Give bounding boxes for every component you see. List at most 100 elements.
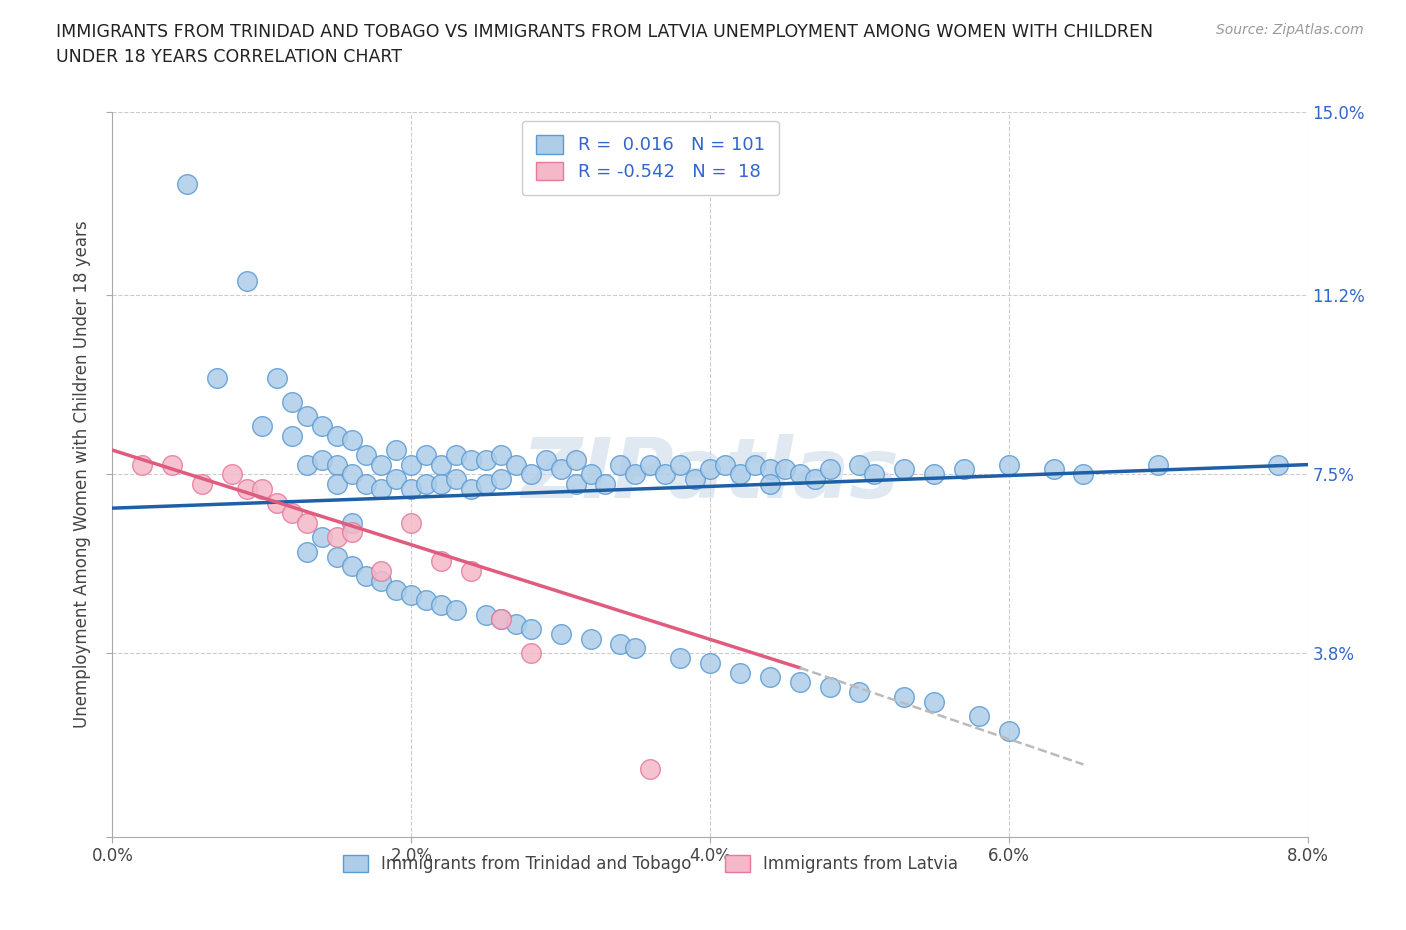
- Point: [609, 636, 631, 651]
- Point: [295, 458, 318, 472]
- Text: IMMIGRANTS FROM TRINIDAD AND TOBAGO VS IMMIGRANTS FROM LATVIA UNEMPLOYMENT AMONG: IMMIGRANTS FROM TRINIDAD AND TOBAGO VS I…: [56, 23, 1153, 66]
- Point: [520, 467, 543, 482]
- Point: [505, 617, 527, 631]
- Point: [340, 433, 363, 448]
- Point: [162, 458, 183, 472]
- Point: [803, 472, 825, 486]
- Point: [773, 462, 796, 477]
- Point: [595, 476, 617, 491]
- Point: [236, 273, 259, 288]
- Point: [893, 462, 915, 477]
- Point: [460, 564, 482, 578]
- Point: [191, 476, 214, 491]
- Point: [444, 603, 467, 618]
- Point: [818, 680, 841, 695]
- Point: [564, 476, 586, 491]
- Point: [131, 458, 153, 472]
- Point: [489, 612, 512, 627]
- Point: [221, 467, 243, 482]
- Point: [1042, 462, 1064, 477]
- Point: [699, 462, 721, 477]
- Point: [295, 409, 318, 424]
- Point: [205, 370, 228, 385]
- Point: [430, 458, 453, 472]
- Point: [579, 631, 602, 646]
- Point: [356, 447, 378, 462]
- Point: [311, 418, 333, 433]
- Point: [728, 665, 751, 680]
- Point: [640, 762, 662, 777]
- Point: [340, 559, 363, 574]
- Point: [520, 621, 543, 636]
- Point: [818, 462, 841, 477]
- Point: [893, 689, 915, 704]
- Point: [266, 370, 288, 385]
- Point: [744, 458, 766, 472]
- Y-axis label: Unemployment Among Women with Children Under 18 years: Unemployment Among Women with Children U…: [73, 220, 91, 728]
- Point: [340, 525, 363, 539]
- Point: [998, 458, 1021, 472]
- Point: [759, 476, 782, 491]
- Point: [385, 443, 408, 458]
- Point: [176, 177, 198, 192]
- Point: [250, 482, 273, 497]
- Point: [295, 515, 318, 530]
- Point: [415, 447, 437, 462]
- Point: [759, 670, 782, 684]
- Point: [311, 530, 333, 545]
- Point: [295, 544, 318, 559]
- Point: [998, 724, 1021, 738]
- Point: [520, 645, 543, 660]
- Point: [281, 506, 304, 521]
- Point: [489, 447, 512, 462]
- Point: [356, 568, 378, 583]
- Point: [654, 467, 676, 482]
- Point: [370, 564, 392, 578]
- Point: [281, 394, 304, 409]
- Point: [311, 452, 333, 467]
- Text: ZIPatlas: ZIPatlas: [522, 433, 898, 515]
- Point: [460, 482, 482, 497]
- Point: [370, 458, 392, 472]
- Point: [1073, 467, 1095, 482]
- Text: Source: ZipAtlas.com: Source: ZipAtlas.com: [1216, 23, 1364, 37]
- Point: [430, 476, 453, 491]
- Point: [401, 482, 423, 497]
- Point: [475, 607, 498, 622]
- Point: [550, 627, 572, 642]
- Point: [325, 458, 347, 472]
- Point: [475, 476, 498, 491]
- Point: [609, 458, 631, 472]
- Point: [236, 482, 259, 497]
- Point: [430, 554, 453, 569]
- Point: [922, 467, 945, 482]
- Point: [325, 530, 347, 545]
- Point: [430, 597, 453, 612]
- Point: [325, 476, 347, 491]
- Point: [759, 462, 782, 477]
- Point: [1147, 458, 1170, 472]
- Point: [848, 458, 870, 472]
- Point: [967, 709, 990, 724]
- Point: [728, 467, 751, 482]
- Point: [564, 452, 586, 467]
- Point: [669, 651, 692, 666]
- Point: [444, 472, 467, 486]
- Point: [534, 452, 557, 467]
- Point: [340, 515, 363, 530]
- Point: [401, 515, 423, 530]
- Point: [415, 476, 437, 491]
- Point: [415, 592, 437, 607]
- Point: [683, 472, 706, 486]
- Point: [385, 472, 408, 486]
- Point: [624, 641, 647, 656]
- Point: [1267, 458, 1289, 472]
- Point: [460, 452, 482, 467]
- Point: [370, 482, 392, 497]
- Point: [624, 467, 647, 482]
- Point: [385, 583, 408, 598]
- Point: [579, 467, 602, 482]
- Point: [550, 462, 572, 477]
- Point: [669, 458, 692, 472]
- Point: [281, 428, 304, 443]
